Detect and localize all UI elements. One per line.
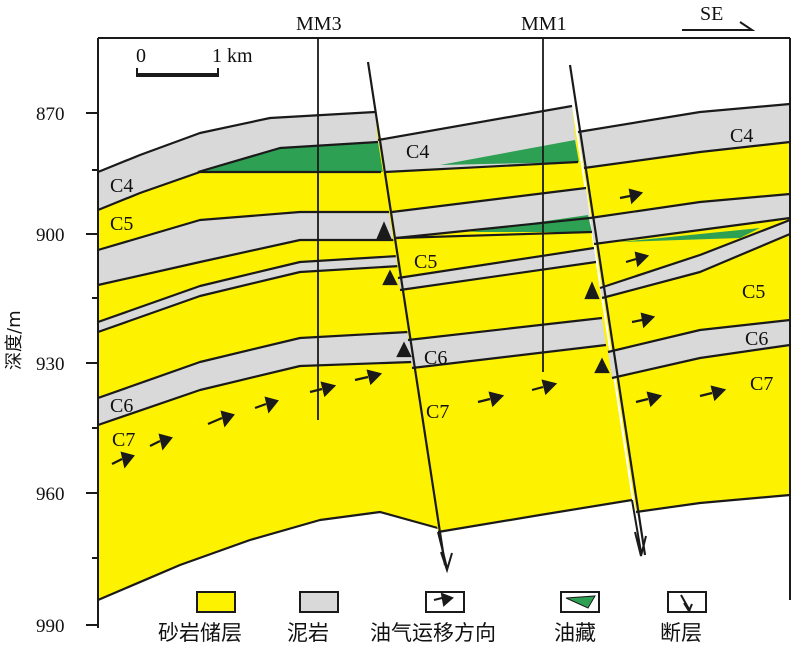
migration-arrow	[631, 312, 656, 329]
label-c4-left: C4	[110, 175, 133, 197]
label-c4-right: C4	[730, 125, 753, 147]
fault-icon	[680, 594, 693, 614]
legend-label-sandstone: 砂岩储层	[158, 621, 242, 645]
legend-swatch-mudstone	[299, 591, 339, 613]
migration-arrow	[584, 281, 600, 300]
scale-end: 1 km	[212, 45, 253, 67]
block-right	[577, 102, 791, 514]
direction-label: SE	[700, 3, 723, 25]
migration-arrow-icon	[433, 592, 454, 607]
legend-item-mudstone: 泥岩	[287, 591, 339, 645]
legend-item-sandstone: 砂岩储层	[158, 591, 242, 645]
migration-arrow	[531, 379, 558, 396]
oil-pool-right	[620, 228, 760, 242]
layer-labels: C4 C5 C6 C7 C4 C5 C6 C7 C4 C5 C6 C7	[110, 125, 773, 451]
migration-arrow	[382, 269, 398, 286]
legend-swatch-fault	[667, 591, 707, 613]
legend-swatch-sandstone	[196, 591, 236, 613]
migration-arrow	[477, 391, 505, 408]
label-c7-right: C7	[750, 373, 773, 395]
wells: MM3 MM1	[296, 13, 567, 420]
migration-arrow	[207, 410, 235, 428]
fault-slip-arrow-left	[437, 531, 453, 574]
tick-label-930: 930	[36, 354, 65, 375]
well-label-mm1: MM1	[521, 13, 567, 35]
label-c7-middle: C7	[426, 401, 449, 423]
depth-axis: 870 900 930 960 990 深度/m	[4, 104, 98, 637]
direction-indicator: SE	[682, 3, 756, 31]
mud-band3-left	[98, 256, 400, 332]
migration-arrow	[635, 391, 663, 408]
mud-band2-middle	[392, 188, 590, 238]
scale-bar: 0 1 km	[136, 45, 253, 77]
migration-arrow	[619, 188, 644, 205]
label-c5-right: C5	[742, 281, 765, 303]
migration-arrow	[594, 357, 610, 374]
label-c6-middle: C6	[424, 347, 447, 369]
mud-c6-right	[608, 320, 790, 378]
mud-c4-right	[578, 104, 790, 168]
tick-label-990: 990	[36, 616, 65, 637]
legend-item-migration: 油气运移方向	[370, 591, 496, 645]
oil-pool-left	[198, 142, 383, 172]
mud-c6-middle	[408, 318, 606, 368]
faults	[366, 61, 647, 574]
mud-c6-left	[98, 332, 412, 425]
label-c6-right: C6	[745, 328, 768, 350]
migration-arrow	[376, 221, 392, 240]
label-c5-left: C5	[110, 213, 133, 235]
tick-label-960: 960	[36, 484, 65, 505]
legend-label-oil: 油藏	[554, 621, 596, 645]
migration-arrow	[111, 451, 135, 469]
legend-label-migration: 油气运移方向	[370, 621, 496, 645]
migration-arrow	[396, 341, 412, 358]
label-c6-left: C6	[110, 395, 133, 417]
oil-pool-middle	[440, 140, 579, 165]
migration-arrow	[625, 251, 650, 268]
label-c7-left: C7	[112, 429, 135, 451]
migration-arrows	[111, 188, 727, 469]
frame	[97, 37, 791, 628]
tick-label-870: 870	[36, 104, 65, 125]
migration-arrow	[149, 433, 173, 451]
fault-left	[366, 61, 447, 566]
label-c4-middle: C4	[406, 141, 429, 163]
legend-label-mudstone: 泥岩	[287, 621, 329, 645]
well-label-mm3: MM3	[296, 13, 342, 35]
legend-item-oil: 油藏	[554, 591, 600, 645]
mud-band2-left	[98, 212, 396, 285]
block-left	[97, 110, 446, 602]
legend-item-fault: 断层	[660, 591, 707, 645]
axis-label-depth: 深度/m	[4, 310, 25, 370]
migration-arrow	[254, 396, 279, 414]
scale-zero: 0	[136, 45, 146, 67]
fault-right	[568, 64, 647, 556]
mud-band2-right	[590, 194, 790, 244]
legend: 砂岩储层 泥岩 油气运移方向 油藏 断层	[158, 591, 707, 645]
migration-arrow	[699, 385, 727, 402]
fault-slip-arrow-right	[631, 499, 647, 557]
label-c5-middle: C5	[414, 251, 437, 273]
mud-band3-middle	[398, 248, 596, 290]
direction-arrow-icon	[682, 21, 756, 31]
oil-pool-icon	[565, 595, 596, 609]
tick-label-900: 900	[36, 225, 65, 246]
legend-label-fault: 断层	[660, 621, 702, 645]
block-middle	[377, 104, 633, 534]
migration-arrow	[309, 381, 337, 398]
migration-arrow	[354, 369, 383, 386]
